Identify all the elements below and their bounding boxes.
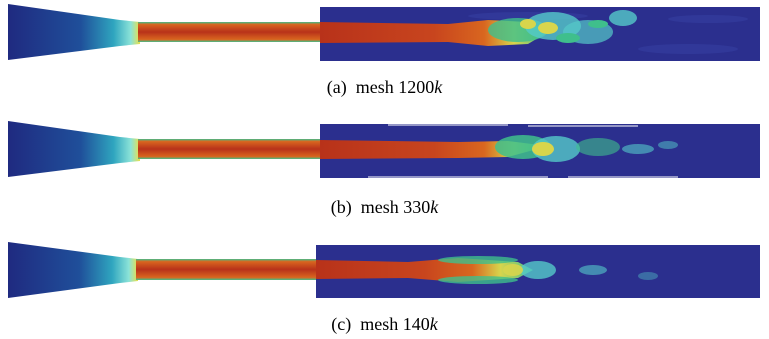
- caption-a-word: mesh: [355, 77, 394, 97]
- jet-field-b: [8, 121, 760, 178]
- jet-plume: [320, 140, 548, 159]
- panel-b-image: [8, 121, 760, 181]
- jet-core: [136, 259, 321, 280]
- panel-a-image: [8, 4, 760, 64]
- turbulent-plume: [495, 135, 678, 162]
- caption-a-unit: k: [434, 77, 443, 97]
- jet-field-a: [8, 4, 760, 61]
- caption-b-label: (b): [330, 197, 352, 217]
- caption-b-value: 330: [403, 197, 431, 217]
- nozzle-region: [8, 242, 138, 298]
- caption-a: (a) mesh 1200k: [0, 77, 769, 97]
- nozzle-region: [8, 121, 140, 177]
- caption-c-label: (c): [331, 314, 352, 334]
- turbulent-plume: [438, 256, 658, 284]
- jet-core: [138, 139, 323, 159]
- nozzle-region: [8, 4, 140, 60]
- caption-b-unit: k: [430, 197, 439, 217]
- caption-a-label: (a): [326, 77, 347, 97]
- jet-plume: [316, 258, 533, 282]
- jet-field-c: [8, 242, 760, 298]
- jet-core: [138, 22, 323, 42]
- caption-c: (c) mesh 140k: [0, 314, 769, 334]
- panel-c-image: [8, 240, 760, 300]
- caption-b: (b) mesh 330k: [0, 197, 769, 217]
- turbulent-plume: [488, 10, 637, 44]
- caption-a-value: 1200: [398, 77, 435, 97]
- caption-c-word: mesh: [360, 314, 399, 334]
- caption-b-word: mesh: [360, 197, 399, 217]
- caption-c-value: 140: [402, 314, 430, 334]
- caption-c-unit: k: [429, 314, 438, 334]
